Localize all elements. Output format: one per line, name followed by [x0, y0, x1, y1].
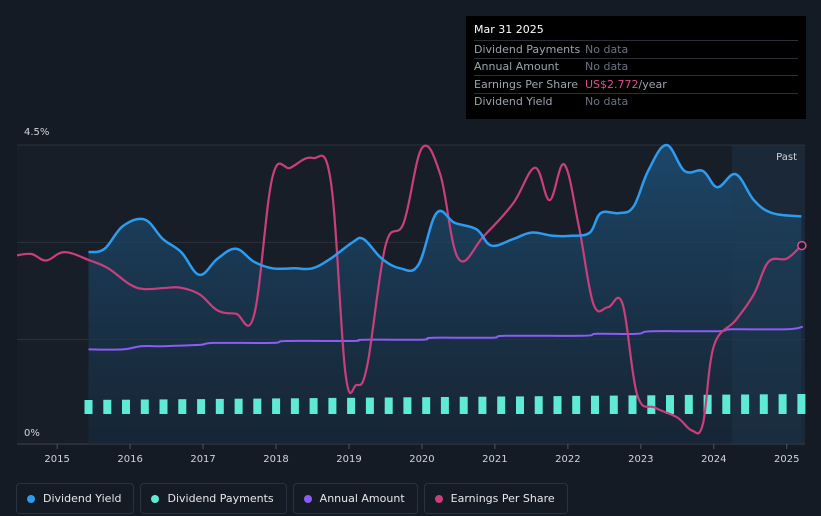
data-tooltip: Mar 31 2025 Dividend Payments No data An… [466, 16, 806, 119]
dividend-payment-bar [553, 396, 562, 414]
dividend-payment-bar [122, 399, 130, 414]
tooltip-row-annual-amount: Annual Amount No data [474, 57, 798, 76]
dividend-payment-bar [497, 396, 506, 414]
x-axis: 2015 2016 2017 2018 2019 2020 2021 2022 2023 2024… [44, 444, 799, 465]
dividend-yield-dot-icon [27, 494, 35, 503]
dividend-payments-bars [84, 394, 806, 414]
dividend-payment-bar [797, 394, 806, 414]
dividend-payment-bar [215, 398, 224, 414]
x-tick-label: 2022 [555, 454, 580, 465]
x-tick-label: 2020 [409, 454, 434, 465]
dividend-payment-bar [103, 399, 112, 414]
x-tick-label: 2023 [628, 454, 653, 465]
dividend-payment-bar [647, 395, 656, 414]
dividend-payment-bar [384, 397, 393, 414]
dividend-payment-bar [309, 398, 318, 414]
legend-annual-amount[interactable]: Annual Amount [292, 483, 418, 514]
x-tick-label: 2016 [117, 454, 142, 465]
legend-earnings-per-share[interactable]: Earnings Per Share [423, 483, 568, 514]
dividend-payment-bar [234, 398, 243, 414]
dividend-payment-bar [722, 394, 731, 414]
legend-label: Annual Amount [319, 492, 405, 505]
tooltip-label: Annual Amount [474, 60, 559, 74]
y-axis-top-label: 4.5% [24, 127, 49, 138]
dividend-payment-bar [365, 397, 374, 414]
tooltip-label: Earnings Per Share [474, 77, 579, 91]
dividend-payment-bar [759, 394, 768, 414]
dividend-payment-bar [741, 394, 750, 414]
dividend-payment-bar [459, 396, 468, 414]
x-tick-label: 2018 [263, 454, 288, 465]
dividend-payment-bar [197, 399, 206, 414]
chart-legend: Dividend Yield Dividend Payments Annual … [16, 483, 568, 514]
eps-value: US$2.772 [585, 77, 639, 91]
annual-amount-dot-icon [303, 494, 312, 503]
legend-dividend-yield[interactable]: Dividend Yield [16, 483, 135, 514]
dividend-payment-bar [684, 394, 693, 414]
tooltip-row-dividend-payments: Dividend Payments No data [474, 40, 798, 58]
y-axis-bottom-label: 0% [24, 428, 40, 439]
dividend-payment-bar [178, 399, 187, 414]
dividend-payment-bar [703, 394, 712, 414]
legend-label: Earnings Per Share [450, 492, 555, 505]
past-label: Past [776, 152, 797, 163]
tooltip-date: Mar 31 2025 [474, 23, 544, 36]
legend-label: Dividend Yield [43, 492, 122, 505]
x-tick-label: 2024 [701, 454, 726, 465]
legend-label: Dividend Payments [167, 492, 274, 505]
dividend-payment-bar [534, 396, 543, 414]
dividend-payment-bar [403, 397, 412, 414]
eps-endpoint-marker [797, 240, 807, 251]
dividend-payment-bar [666, 395, 674, 414]
eps-unit: /year [638, 77, 667, 91]
tooltip-row-earnings-per-share: Earnings Per Share US$2.772/year [474, 75, 798, 93]
x-tick-label: 2025 [774, 454, 799, 465]
dividend-payment-bar [516, 396, 524, 414]
dividend-payment-bar [290, 398, 299, 414]
dividend-payment-bar [272, 398, 281, 414]
dividend-payment-bar [347, 397, 356, 414]
dividend-payment-bar [84, 400, 93, 414]
tooltip-value: No data [585, 42, 629, 56]
dividend-payment-bar [778, 394, 787, 414]
tooltip-value: No data [585, 95, 629, 109]
dividend-payment-bar [609, 395, 618, 414]
dividend-payment-bar [628, 395, 637, 414]
x-tick-label: 2017 [190, 454, 215, 465]
dividend-payment-bar [422, 397, 431, 414]
past-region [732, 145, 805, 444]
dividend-yield-area [88, 145, 802, 444]
dividend-yield-line [88, 143, 802, 277]
legend-dividend-payments[interactable]: Dividend Payments [140, 483, 287, 514]
x-tick-label: 2021 [482, 454, 507, 465]
annual-amount-line [88, 325, 804, 351]
earnings-per-share-dot-icon [434, 494, 443, 503]
dividend-payment-bar [140, 399, 149, 414]
tooltip-row-dividend-yield: Dividend Yield No data [474, 92, 798, 111]
dividend-payment-bar [572, 395, 581, 414]
dividend-payment-bar [328, 397, 337, 414]
dividend-payment-bar [159, 399, 168, 414]
dividend-payment-bar [591, 395, 599, 414]
earnings-per-share-line [16, 144, 803, 435]
dividend-payment-bar [440, 397, 449, 414]
tooltip-value: No data [585, 60, 629, 74]
tooltip-value: US$2.772/year [585, 78, 667, 91]
tooltip-label: Dividend Yield [474, 95, 553, 109]
dividend-payments-dot-icon [151, 494, 160, 503]
x-tick-label: 2019 [336, 454, 361, 465]
x-tick-label: 2015 [44, 454, 69, 465]
tooltip-label: Dividend Payments [474, 42, 581, 56]
dividend-payment-bar [253, 398, 262, 414]
dividend-payment-bar [478, 396, 487, 414]
